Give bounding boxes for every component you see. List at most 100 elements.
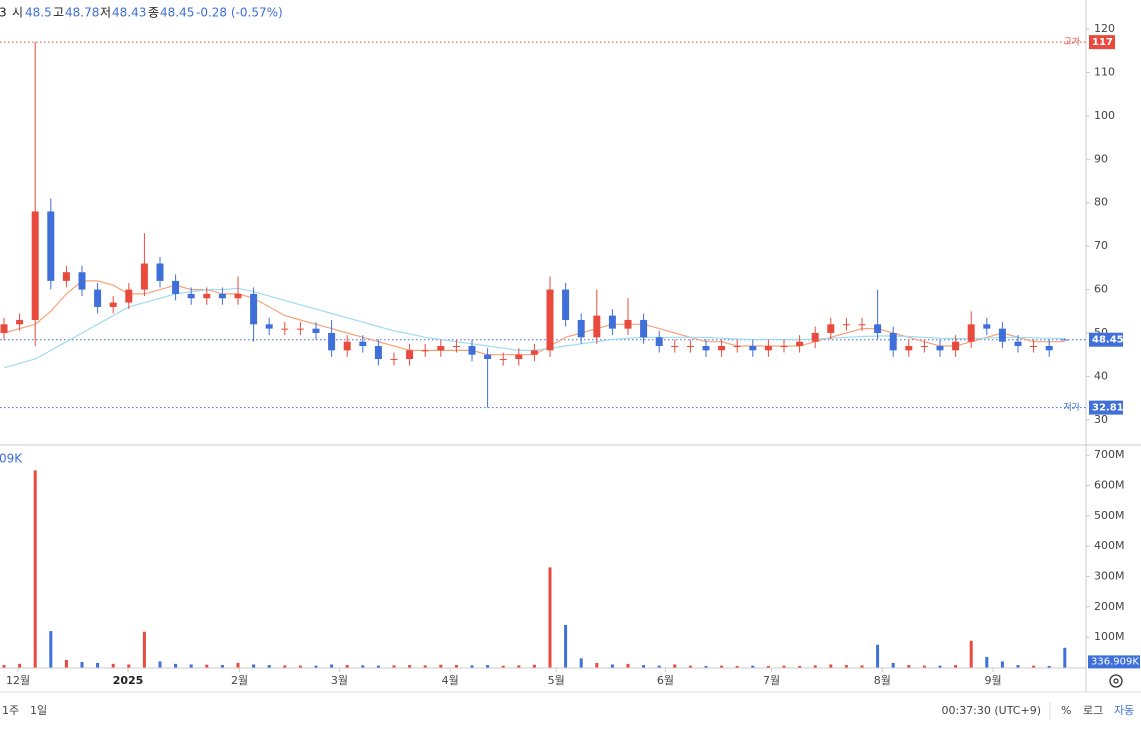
candle-body xyxy=(1045,346,1053,351)
volume-bar xyxy=(220,665,224,668)
candle-body xyxy=(920,346,928,348)
candle-body xyxy=(78,272,86,290)
x-tick-label: 12월 xyxy=(6,674,30,687)
high-badge-text: 117 xyxy=(1092,37,1113,48)
candle-body xyxy=(733,346,741,348)
candle-body xyxy=(780,346,788,348)
candle-body xyxy=(515,354,523,360)
y-tick-label: 60 xyxy=(1094,283,1108,296)
candle-body xyxy=(296,328,304,330)
candle-body xyxy=(702,346,710,351)
x-tick-label: 2025 xyxy=(113,674,144,687)
last-price-badge xyxy=(1089,332,1123,347)
period-week[interactable]: 1주 xyxy=(2,704,19,717)
volume-bar xyxy=(189,664,193,668)
x-tick-label: 8월 xyxy=(874,674,891,687)
volume-bar xyxy=(1032,665,1036,668)
volume-bar xyxy=(423,665,427,668)
x-tick-label: 4월 xyxy=(442,674,459,687)
percent-button[interactable]: % xyxy=(1061,704,1071,717)
y2-tick-label: 500M xyxy=(1094,509,1125,522)
candle-body xyxy=(109,302,117,307)
volume-bar xyxy=(142,631,146,668)
candle-body xyxy=(203,293,211,299)
y-tick-label: 120 xyxy=(1094,22,1115,35)
candle-body xyxy=(234,293,242,299)
y2-tick-label: 100M xyxy=(1094,630,1125,643)
volume-bar xyxy=(205,664,209,668)
candle-body xyxy=(686,346,694,348)
volume-legend: 09K xyxy=(0,452,23,466)
x-tick-label: 3월 xyxy=(331,674,348,687)
volume-bar xyxy=(844,665,848,668)
volume-bar xyxy=(361,665,365,668)
x-tick-label: 5월 xyxy=(548,674,565,687)
volume-bar xyxy=(454,665,458,668)
volume-bar xyxy=(782,665,786,668)
volume-bar xyxy=(595,662,599,668)
candle-body xyxy=(0,324,8,333)
volume-bar xyxy=(610,664,614,668)
candle-body xyxy=(530,350,538,355)
candle-body xyxy=(250,293,258,325)
y-tick-label: 100 xyxy=(1094,109,1115,122)
candle-body xyxy=(343,341,351,351)
volume-bar xyxy=(626,663,630,668)
volume-bar xyxy=(314,665,318,668)
log-button[interactable]: 로그 xyxy=(1083,704,1103,717)
candle-body xyxy=(624,319,632,329)
candle-body xyxy=(858,324,866,326)
volume-bar xyxy=(876,644,880,668)
volume-bar xyxy=(96,662,100,668)
candle-body xyxy=(452,346,460,348)
candle-body xyxy=(749,346,757,351)
candle-body xyxy=(140,263,148,290)
volume-bar xyxy=(330,664,334,668)
volume-bar xyxy=(735,665,739,668)
volume-bar xyxy=(813,665,817,668)
settings-hub[interactable] xyxy=(1113,678,1119,684)
candle-body xyxy=(796,341,804,347)
y2-tick-label: 300M xyxy=(1094,570,1125,583)
volume-bar xyxy=(1016,665,1020,668)
x-tick-label: 9월 xyxy=(984,674,1001,687)
volume-bar xyxy=(751,665,755,668)
volume-bar xyxy=(954,665,958,668)
auto-button[interactable]: 자동 xyxy=(1114,704,1134,717)
settings-gear[interactable] xyxy=(1109,674,1123,688)
candle-body xyxy=(562,289,570,320)
y2-tick-label: 700M xyxy=(1094,448,1125,461)
candle-body xyxy=(62,272,70,281)
candle-body xyxy=(374,346,382,360)
last-price-badge-text: 48.45 xyxy=(1092,335,1124,346)
volume-bar xyxy=(1000,661,1004,668)
volume-bar xyxy=(376,665,380,668)
y2-tick-label: 400M xyxy=(1094,539,1125,552)
candle-body xyxy=(156,263,164,281)
low-label: 저 xyxy=(100,6,111,20)
volume-bar xyxy=(517,665,521,668)
candle-body xyxy=(874,324,882,333)
volume-bar xyxy=(1063,647,1067,668)
volume-badge-text: 336.909K xyxy=(1091,656,1139,667)
volume-bar xyxy=(532,664,536,668)
candle-body xyxy=(94,289,102,307)
period-day[interactable]: 1일 xyxy=(30,703,47,717)
y2-tick-label: 200M xyxy=(1094,600,1125,613)
volume-bar xyxy=(579,658,583,668)
volume-bar xyxy=(64,659,68,668)
volume-bar xyxy=(688,665,692,668)
volume-bar xyxy=(969,640,973,668)
volume-bar xyxy=(174,663,178,668)
volume-bar xyxy=(283,665,287,668)
settings-icon[interactable] xyxy=(1109,674,1123,688)
candle-body xyxy=(281,328,289,330)
candle-body xyxy=(312,328,320,333)
volume-bar xyxy=(766,665,770,668)
candle-body xyxy=(484,354,492,360)
candle-body xyxy=(842,324,850,326)
candle-body xyxy=(671,346,679,348)
volume-bar xyxy=(80,662,84,668)
candle-body xyxy=(764,346,772,351)
